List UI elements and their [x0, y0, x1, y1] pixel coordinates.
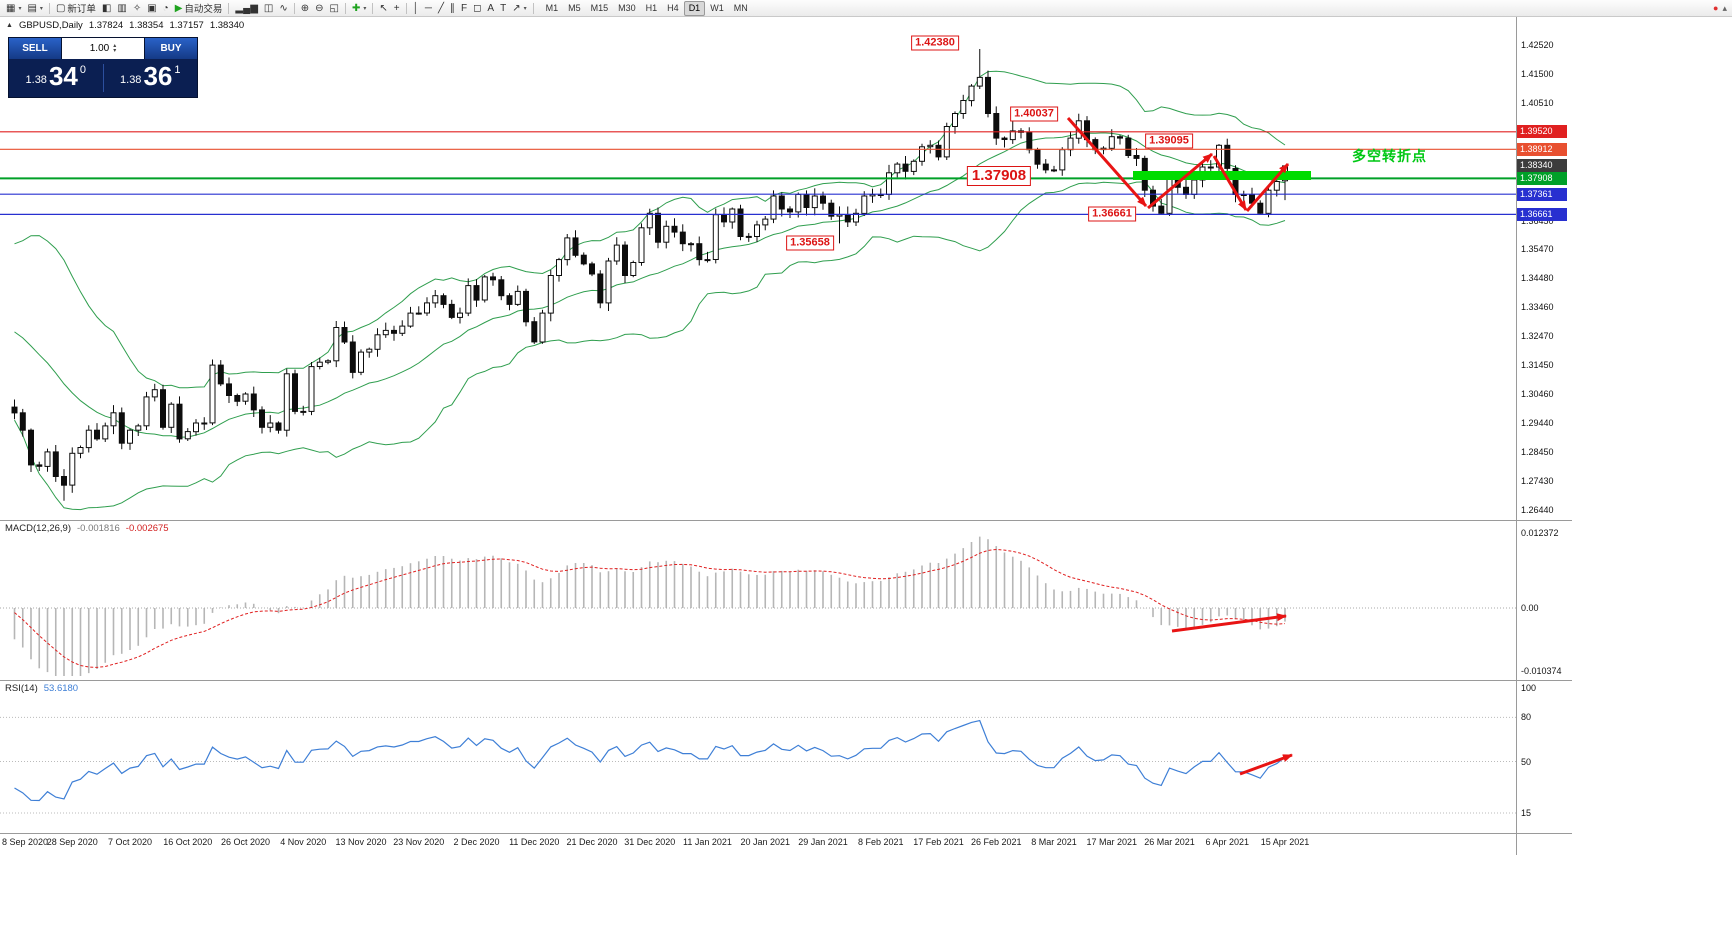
lot-increase-button[interactable]: ▴	[113, 42, 117, 49]
toolbar-separator	[372, 2, 374, 14]
label-button[interactable]: T	[500, 2, 507, 14]
main-toolbar: ▦ ▾ ▤ ▾ ▢ 新订单 ◧ ▥ ✧ ▣ ◔ ▶ 自动交易 ▂▄▆ ◫ ∿ ⊕ ⊖ ◱ ✚ ▾ ↖ + │ ─ ╱ ∥ F ◻ A T ↗ ▾…	[0, 0, 1732, 17]
timeframe-toolbar: M1 M5 M15 M30 H1 H4 D1 W1 MN	[541, 0, 753, 16]
timeframe-m1[interactable]: M1	[545, 2, 559, 13]
bollinger-middle-band	[14, 132, 1286, 438]
timeframe-h1[interactable]: H1	[645, 2, 658, 13]
ohlc-low: 1.37157	[169, 20, 204, 31]
sell-price: 1.38 34 0	[9, 63, 103, 94]
macd-signal-line	[14, 548, 1286, 668]
shapes-button[interactable]: ◻	[473, 2, 482, 14]
toolbar-buttons: ▦ ▾ ▤ ▾ ▢ 新订单 ◧ ▥ ✧ ▣ ◔ ▶ 自动交易 ▂▄▆ ◫ ∿ ⊕ ⊖ ◱ ✚ ▾ ↖ + │ ─ ╱ ∥ F ◻ A T ↗ ▾	[3, 1, 537, 16]
buy-price-pip: 1	[174, 63, 181, 76]
macd-title: MACD(12,26,9)	[5, 523, 71, 534]
rsi-value: 53.6180	[43, 683, 79, 694]
buy-price: 1.38 36 1	[104, 63, 198, 94]
collapse-triangle-icon[interactable]: ▲	[6, 22, 13, 29]
trend-arrow-1[interactable]	[1066, 117, 1148, 207]
sell-price-pip: 0	[79, 63, 86, 76]
trend-arrow-4[interactable]	[1245, 163, 1290, 212]
collapse-toolbar-icon[interactable]: ▴	[1722, 2, 1727, 13]
channel-button[interactable]: ∥	[449, 2, 455, 14]
price-divider	[102, 64, 104, 92]
one-click-trading-panel: SELL 1.00 ▴ ▾ BUY 1.38 34 0 1.38 36 1	[8, 37, 198, 98]
buy-price-big: 36	[143, 60, 173, 91]
toolbar-separator	[344, 2, 346, 14]
macd-header: MACD(12,26,9) -0.001816 -0.002675	[5, 523, 169, 534]
rsi-title: RSI(14)	[5, 683, 38, 694]
ohlc-close: 1.38340	[209, 20, 245, 31]
lot-decrease-button[interactable]: ▾	[113, 47, 117, 54]
ohlc-high: 1.38354	[129, 20, 164, 31]
toolbar-separator	[48, 2, 50, 14]
toolbar-separator	[228, 2, 230, 14]
rsi-line	[14, 719, 1286, 802]
tile-windows-button[interactable]: ◱	[329, 2, 339, 14]
timeframe-mn[interactable]: MN	[733, 2, 748, 13]
macd-histogram	[13, 536, 1286, 676]
profiles-button[interactable]: ▤ ▾	[27, 2, 43, 14]
buy-price-prefix: 1.38	[120, 73, 142, 86]
lot-size-input[interactable]: 1.00 ▴ ▾	[61, 38, 145, 59]
bollinger-bands	[14, 70, 1286, 511]
new-order-button[interactable]: ▢ 新订单	[55, 2, 96, 16]
arrows-button[interactable]: ↗ ▾	[512, 2, 527, 14]
timeframe-h4[interactable]: H4	[667, 2, 679, 13]
sell-price-prefix: 1.38	[25, 73, 47, 86]
toolbar-separator	[405, 2, 407, 14]
strategy-tester-button[interactable]: ◔	[162, 2, 169, 14]
cursor-button[interactable]: ↖	[379, 2, 388, 14]
indicators-button[interactable]: ✚ ▾	[351, 2, 367, 14]
fibonacci-button[interactable]: F	[460, 2, 468, 14]
crosshair-button[interactable]: +	[393, 2, 400, 14]
zoom-out-button[interactable]: ⊖	[315, 2, 324, 14]
ohlc-open: 1.37824	[88, 20, 124, 31]
macd-signal-value: -0.002675	[125, 523, 169, 534]
horizontal-line-button[interactable]: ─	[424, 2, 432, 14]
toolbar-right-icons: ● ▴	[1713, 3, 1729, 14]
macd-value: -0.001816	[77, 523, 120, 534]
new-chart-button[interactable]: ▦ ▾	[6, 2, 22, 14]
buy-button[interactable]: BUY	[145, 38, 197, 59]
zoom-in-button[interactable]: ⊕	[300, 2, 310, 14]
terminal-button[interactable]: ▣	[147, 2, 157, 14]
vertical-line-button[interactable]: │	[412, 2, 419, 14]
line-chart-button[interactable]: ∿	[279, 2, 288, 14]
trend-arrow-2[interactable]	[1147, 152, 1213, 210]
timeframe-m5[interactable]: M5	[568, 2, 581, 13]
rsi-header: RSI(14) 53.6180	[5, 683, 78, 694]
notification-icon[interactable]: ●	[1713, 3, 1719, 13]
bollinger-lower-band	[14, 181, 1286, 511]
timeframe-w1[interactable]: W1	[710, 2, 724, 13]
candlestick-series	[11, 49, 1288, 501]
market-watch-button[interactable]: ◧	[101, 2, 112, 14]
toolbar-separator	[532, 2, 534, 14]
sell-button[interactable]: SELL	[9, 38, 61, 59]
trend-arrow-3[interactable]	[1212, 155, 1248, 211]
lot-size-value: 1.00	[89, 43, 110, 54]
chart-ohlc-line: ▲ GBPUSD,Daily 1.37824 1.38354 1.37157 1…	[6, 20, 244, 31]
trend-arrow-6[interactable]	[1239, 753, 1293, 776]
support-zone-highlight[interactable]	[1133, 171, 1311, 180]
trend-arrow-5[interactable]	[1171, 613, 1287, 633]
data-window-button[interactable]: ▥	[117, 2, 127, 14]
text-button[interactable]: A	[487, 2, 495, 14]
autotrading-button[interactable]: ▶ 自动交易	[174, 2, 223, 16]
trendline-button[interactable]: ╱	[437, 2, 444, 14]
candlestick-chart-button[interactable]: ◫	[263, 2, 274, 14]
toolbar-separator	[293, 2, 295, 14]
timeframe-m15[interactable]: M15	[590, 2, 609, 13]
navigator-button[interactable]: ✧	[132, 2, 142, 14]
timeframe-d1[interactable]: D1	[683, 0, 706, 16]
sell-price-big: 34	[48, 60, 78, 91]
symbol-name: GBPUSD,Daily	[18, 20, 83, 31]
bar-chart-button[interactable]: ▂▄▆	[235, 2, 258, 14]
timeframe-m30[interactable]: M30	[618, 2, 636, 13]
